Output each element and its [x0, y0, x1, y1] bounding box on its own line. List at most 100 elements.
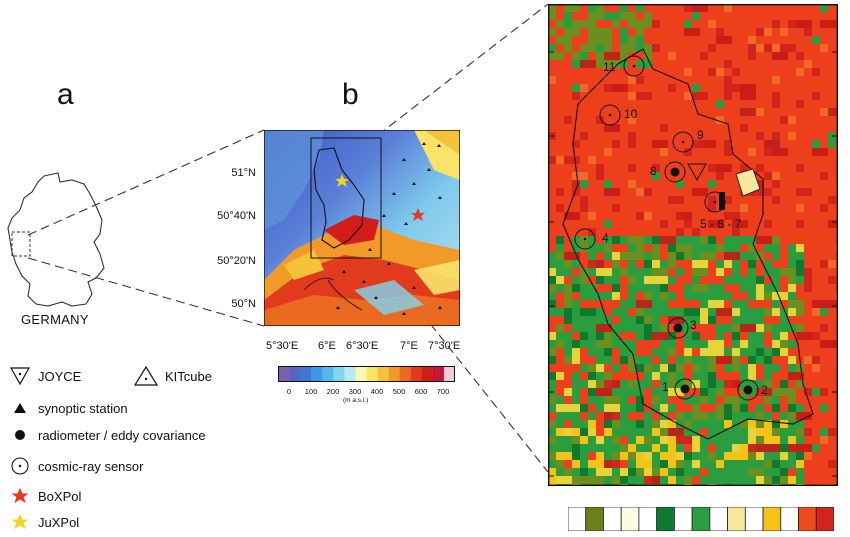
radiometer-site-marker: [673, 323, 683, 333]
colorbar-swatch: [399, 366, 412, 382]
site-label: 4: [602, 231, 609, 245]
elevation-tick: 700: [436, 387, 450, 396]
landuse-swatch: [568, 507, 587, 531]
elevation-colorbar: [278, 366, 455, 382]
circle-dot-icon: [11, 457, 29, 475]
lat-label: 50°40'N: [217, 210, 256, 222]
legend-joyce: JOYCE: [8, 366, 81, 386]
colorbar-swatch: [366, 366, 378, 382]
colorbar-swatch: [311, 366, 323, 382]
cosmic-ray-site-marker: [667, 317, 689, 339]
radiometer-cluster-marker: [719, 192, 725, 210]
germany-outline-map: [7, 172, 105, 307]
lat-label: 50°20'N: [217, 255, 256, 267]
yellow-star-icon: [11, 514, 29, 530]
elevation-tick: 200: [326, 387, 340, 396]
colorbar-swatch: [344, 366, 356, 382]
colorbar-swatch: [432, 366, 445, 382]
cosmic-ray-site-marker: [674, 378, 696, 400]
legend-boxpol: BoXPol: [8, 486, 81, 506]
lat-label: 51°N: [231, 167, 256, 179]
cosmic-ray-site-marker: [599, 104, 621, 126]
study-area-box: [11, 231, 31, 257]
colorbar-swatch: [278, 366, 290, 382]
landuse-swatch: [727, 507, 746, 531]
elevation-tick: 400: [370, 387, 384, 396]
colorbar-swatch: [289, 366, 301, 382]
filled-circle-icon: [15, 430, 25, 440]
lon-label: 6°30'E: [346, 340, 379, 352]
landuse-swatch: [744, 507, 764, 531]
cosmic-ray-site-marker: [664, 161, 686, 183]
colorbar-swatch: [388, 366, 400, 382]
panel-letter-b: b: [342, 78, 359, 111]
legend-label: JuXPol: [38, 514, 80, 530]
landuse-swatch: [780, 507, 799, 531]
legend-label: synoptic station: [38, 400, 128, 416]
triangle-up-circle-icon: [133, 365, 159, 386]
legend-juxpol: JuXPol: [8, 512, 79, 532]
landuse-swatch: [656, 507, 675, 531]
landuse-swatch: [691, 507, 711, 531]
legend-kitcube: KITcube: [133, 365, 212, 387]
landuse-swatch: [674, 507, 693, 531]
panel-letter-a: a: [57, 78, 74, 111]
radiometer-site-marker: [680, 384, 690, 394]
landuse-swatch: [585, 507, 604, 531]
colorbar-swatch: [355, 366, 367, 382]
colorbar-swatch: [300, 366, 312, 382]
colorbar-swatch: [410, 366, 423, 382]
filled-triangle-icon: [14, 403, 26, 413]
landuse-swatch: [603, 507, 622, 531]
legend-radiometer: radiometer / eddy covariance: [8, 425, 206, 445]
landuse-swatch: [815, 507, 834, 531]
landuse-swatch: [709, 507, 729, 531]
cosmic-ray-site-marker: [623, 55, 645, 77]
triangle-down-circle-icon: [9, 367, 31, 386]
elevation-unit: (m a.s.l.): [343, 397, 369, 404]
germany-label: GERMANY: [21, 312, 89, 327]
legend-label: BoXPol: [38, 488, 82, 504]
colorbar-swatch: [443, 366, 455, 382]
germany-border: [7, 172, 105, 307]
site-label: 3: [690, 318, 697, 332]
cosmic-ray-site-marker: [574, 228, 596, 250]
boxpol-star-marker: [411, 208, 425, 221]
lon-label: 6°E: [318, 340, 336, 352]
legend-label: KITcube: [165, 368, 212, 384]
colorbar-swatch: [322, 366, 334, 382]
site-label: 10: [624, 107, 638, 121]
juxpol-star-marker: [335, 174, 349, 187]
landuse-swatch: [762, 507, 782, 531]
radiometer-site-marker: [670, 167, 680, 177]
landuse-swatch: [638, 507, 658, 531]
colorbar-swatch: [333, 366, 345, 382]
site-label: 8: [650, 164, 657, 178]
legend-label: JOYCE: [38, 368, 82, 384]
legend-cosmic-ray: cosmic-ray sensor: [8, 456, 143, 476]
elevation-tick: 300: [348, 387, 362, 396]
legend-label: radiometer / eddy covariance: [38, 427, 206, 443]
red-star-icon: [11, 488, 29, 504]
legend-label: cosmic-ray sensor: [38, 458, 144, 474]
elevation-map: [264, 130, 460, 326]
elevation-tick: 500: [392, 387, 406, 396]
landuse-swatch: [620, 507, 640, 531]
colorbar-swatch: [421, 366, 434, 382]
cosmic-ray-site-marker: [672, 131, 694, 153]
site-label: 1: [662, 380, 669, 394]
elevation-tick: 0: [286, 387, 292, 396]
site-label: 5 - 6 - 7: [700, 217, 742, 231]
lon-label: 7°30'E: [428, 340, 461, 352]
cosmic-ray-site-marker: [737, 379, 759, 401]
site-label: 9: [697, 128, 704, 142]
colorbar-swatch: [377, 366, 389, 382]
landuse-colorbar: [568, 507, 834, 531]
lat-label: 50°N: [231, 298, 256, 310]
lon-label: 5°30'E: [266, 340, 299, 352]
legend-synoptic: synoptic station: [8, 398, 128, 418]
elevation-tick: 100: [304, 387, 318, 396]
site-label: 11: [603, 60, 616, 74]
radiometer-site-marker: [743, 385, 753, 395]
landuse-map: [548, 4, 838, 486]
